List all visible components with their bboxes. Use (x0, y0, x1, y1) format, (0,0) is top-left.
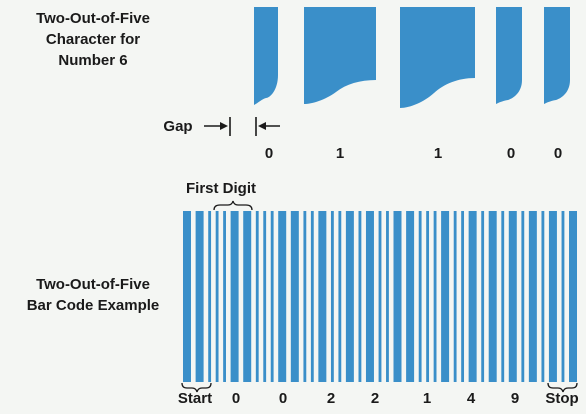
barcode-bar (318, 211, 327, 382)
character-bar-2 (304, 7, 376, 104)
barcode-bar (453, 211, 457, 382)
bit-value-4: 0 (506, 145, 516, 162)
barcode-bar (561, 211, 565, 382)
barcode-bar (426, 211, 430, 382)
stop-label: Stop (545, 390, 579, 407)
first-digit-label: First Digit (186, 180, 256, 197)
digit-label-2: 0 (278, 390, 288, 407)
barcode-title-line-2: Bar Code Example (26, 297, 160, 314)
gap-right-arrowhead (258, 122, 266, 130)
barcode-bar (278, 211, 287, 382)
barcode-bar (418, 211, 422, 382)
barcode-bar (521, 211, 525, 382)
character-bar-3 (400, 7, 475, 108)
barcode-bar (263, 211, 267, 382)
digit-label-6: 4 (466, 390, 476, 407)
character-title-line-2: Character for (45, 31, 141, 48)
barcode-bar (541, 211, 545, 382)
barcode-bar (243, 211, 252, 382)
bit-value-1: 0 (264, 145, 274, 162)
barcode-bar (468, 211, 477, 382)
barcode-bar (345, 211, 354, 382)
barcode-bar (433, 211, 437, 382)
barcode-bar (548, 211, 557, 382)
bit-value-2: 1 (335, 145, 345, 162)
character-bar-5 (544, 7, 570, 104)
character-title: Two-Out-of-Five Character for Number 6 (8, 8, 178, 71)
barcode-bar (290, 211, 299, 382)
barcode-bar (183, 211, 191, 382)
bit-value-3: 1 (433, 145, 443, 162)
barcode-bar (330, 211, 334, 382)
stop-brace (547, 382, 578, 393)
digit-label-4: 2 (370, 390, 380, 407)
digit-label-3: 2 (326, 390, 336, 407)
barcode-title-line-1: Two-Out-of-Five (36, 276, 150, 293)
start-brace (181, 382, 212, 393)
barcode-bar (386, 211, 389, 382)
character-bars (254, 7, 570, 108)
barcode-title: Two-Out-of-Five Bar Code Example (8, 274, 178, 316)
barcode-bar (195, 211, 204, 382)
barcode-bar (393, 211, 402, 382)
barcode-bar (481, 211, 485, 382)
gap-label: Gap (163, 118, 193, 135)
barcode-bar (303, 211, 307, 382)
character-bar-1 (254, 7, 278, 105)
first-digit-brace (213, 200, 253, 211)
barcode-bar (508, 211, 517, 382)
character-title-line-3: Number 6 (58, 52, 128, 69)
digit-label-7: 9 (510, 390, 520, 407)
character-bar-4 (496, 7, 522, 104)
barcode-bar (310, 211, 314, 382)
barcode-bar (358, 211, 362, 382)
barcode-bar (528, 211, 537, 382)
start-label: Start (177, 390, 213, 407)
barcode-bar (215, 211, 219, 382)
barcode-bar (461, 211, 465, 382)
barcode-bar (208, 211, 212, 382)
barcode-bar (378, 211, 382, 382)
gap-indicator (204, 117, 280, 136)
barcode-bar (441, 211, 450, 382)
barcode-bar (406, 211, 415, 382)
gap-left-arrowhead (220, 122, 228, 130)
barcode-bar (270, 211, 274, 382)
barcode-bar (338, 211, 342, 382)
barcode (183, 211, 577, 382)
bit-value-5: 0 (553, 145, 563, 162)
character-title-line-1: Two-Out-of-Five (36, 10, 150, 27)
digit-label-1: 0 (231, 390, 241, 407)
barcode-bar (255, 211, 259, 382)
barcode-bar (501, 211, 505, 382)
digit-label-5: 1 (422, 390, 432, 407)
barcode-bar (365, 211, 374, 382)
barcode-bar (230, 211, 239, 382)
barcode-bar (569, 211, 577, 382)
barcode-bar (488, 211, 497, 382)
barcode-bar (223, 211, 226, 382)
